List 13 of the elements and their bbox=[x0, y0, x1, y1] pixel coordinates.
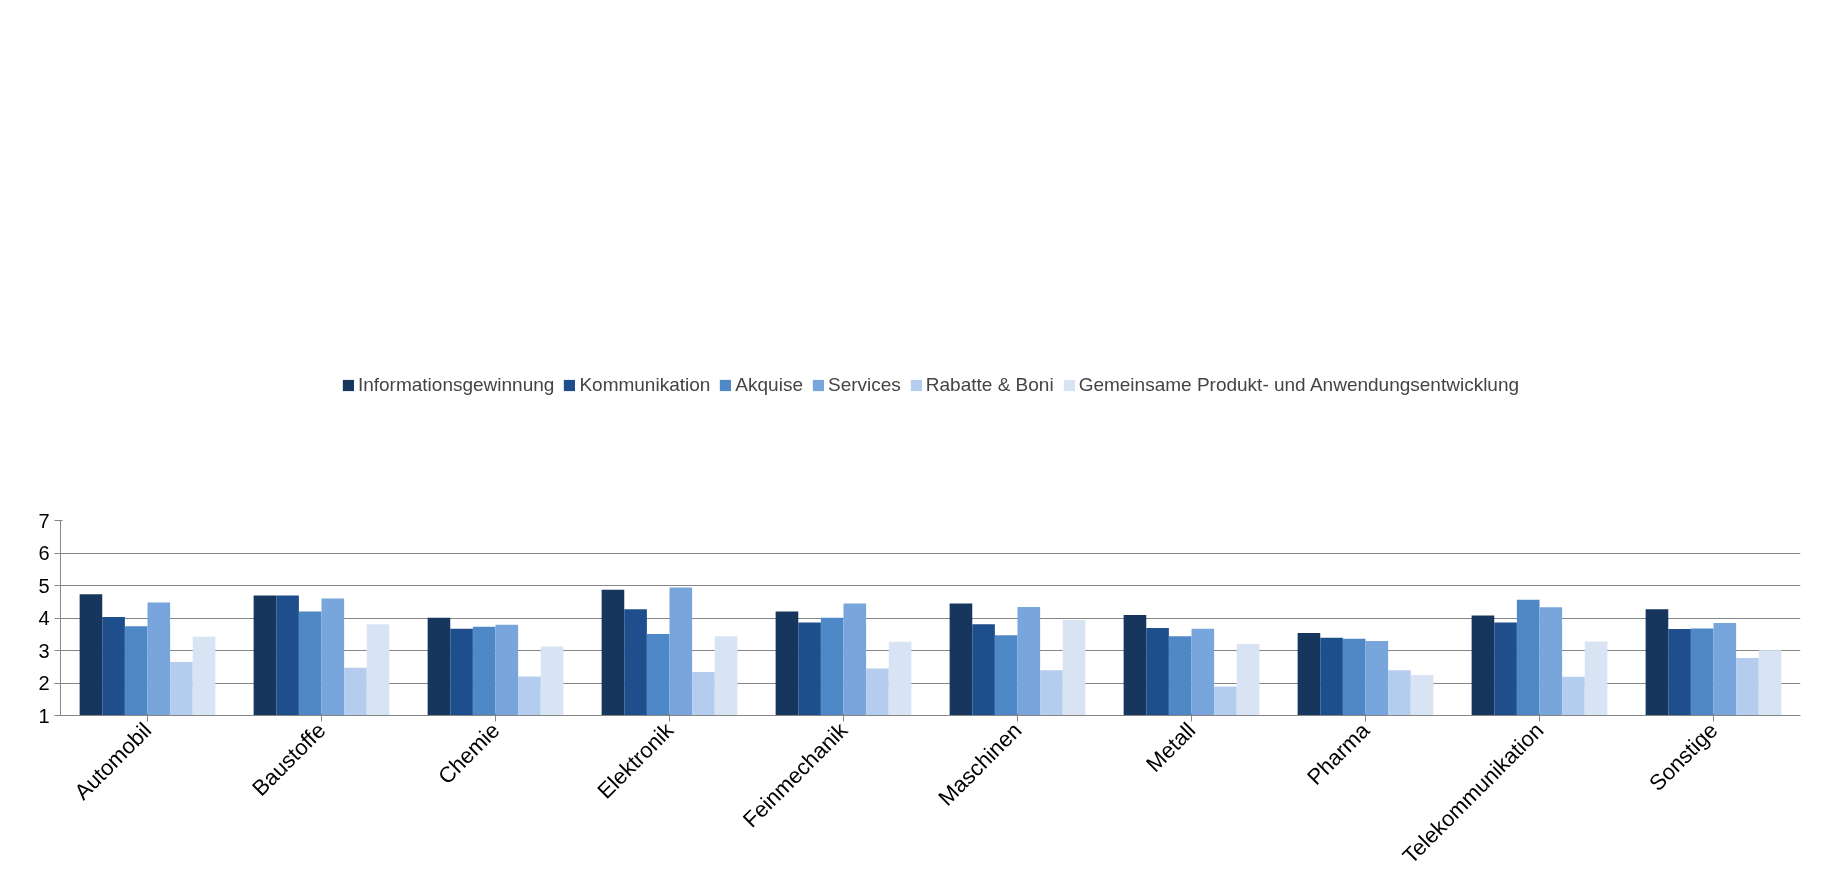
y-tick-label: 5 bbox=[38, 574, 50, 597]
legend-label: Akquise bbox=[735, 373, 803, 396]
y-tick-label: 4 bbox=[38, 607, 50, 629]
y-tick-label: 2 bbox=[38, 672, 50, 694]
legend-label: Informationsgewinnung bbox=[357, 373, 555, 396]
y-tick-label: 6 bbox=[38, 542, 50, 564]
y-tick-label: 1 bbox=[38, 704, 50, 727]
legend-label: Gemeinsame Produkt- und Anwendungsentwicklung bbox=[1078, 373, 1520, 396]
y-tick-label: 3 bbox=[38, 639, 50, 662]
y-tick-label: 7 bbox=[38, 509, 50, 532]
legend-label: Rabatte & Boni bbox=[925, 373, 1054, 396]
legend-label: Kommunikation bbox=[579, 373, 711, 396]
legend-label: Services bbox=[827, 373, 901, 396]
